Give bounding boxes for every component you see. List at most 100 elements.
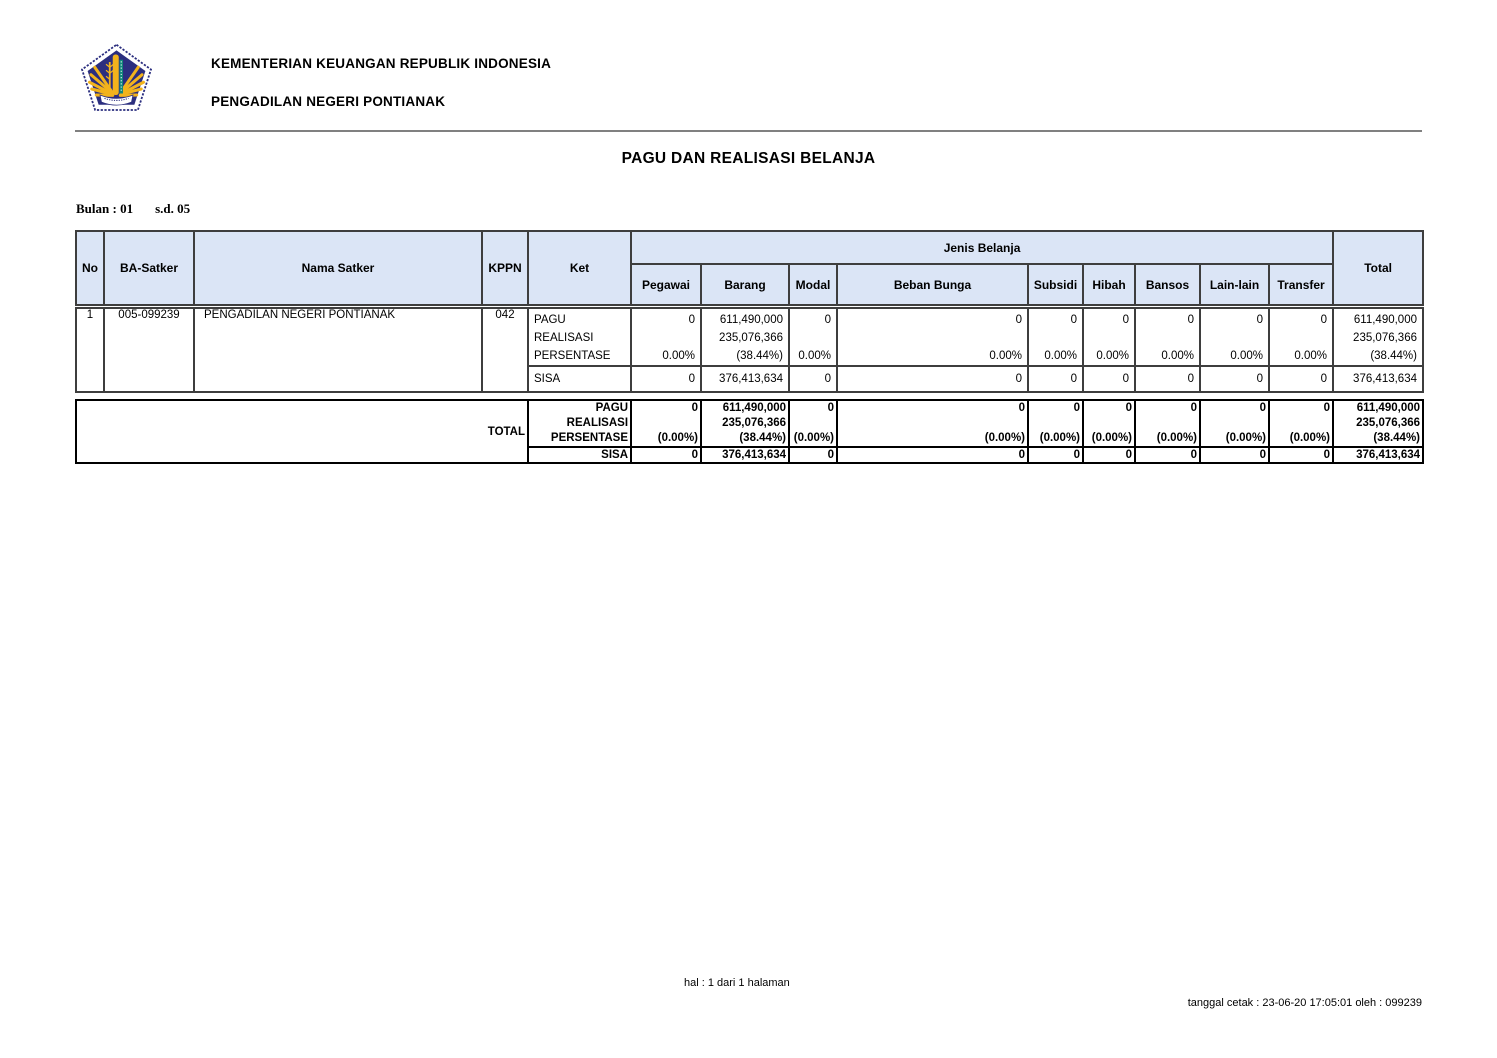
report-table-area: No BA-Satker Nama Satker KPPN Ket Jenis … (74, 230, 1425, 464)
cell-bansos: 0 0.00% (1134, 307, 1201, 367)
pagu-value: 0 (824, 314, 831, 326)
col-header-total: Total (1332, 230, 1425, 306)
persentase-value: (0.00%) (657, 432, 699, 444)
cell-pegawai: 0 0.00% (630, 307, 702, 367)
period-sd: s.d. 05 (155, 201, 191, 216)
ministry-name: KEMENTERIAN KEUANGAN REPUBLIK INDONESIA (211, 56, 552, 71)
realisasi-value: 235,076,366 (722, 417, 787, 429)
realisasi-value (1030, 416, 1081, 431)
ket-realisasi-label: REALISASI (534, 332, 594, 344)
total-cell-modal: 0 (0.00%) (788, 399, 839, 448)
table-body: 1 005-099239 PENGADILAN NEGERI PONTIANAK… (75, 307, 1424, 393)
realisasi-value (1085, 416, 1133, 431)
total-cell-subsidi: 0 (0.00%) (1027, 399, 1085, 448)
realisasi-value: 235,076,366 (1353, 332, 1417, 344)
pagu-value: 0 (1187, 314, 1194, 326)
persentase-value: 0.00% (1294, 350, 1327, 362)
sisa-modal: 0 (788, 365, 838, 393)
sisa-total: 376,413,634 (1332, 365, 1424, 393)
pagu-value: 0 (1190, 402, 1198, 414)
persentase-value: 0.00% (1044, 350, 1077, 362)
total-cell-barang: 611,490,000 235,076,366 (38.44%) (700, 399, 791, 448)
pagu-value: 0 (1122, 314, 1129, 326)
total-ket-labels: PAGU REALISASI PERSENTASE (527, 399, 633, 448)
ket-pagu-label: PAGU (534, 314, 566, 326)
persentase-value: (38.44%) (1370, 350, 1417, 362)
total-main-row: TOTAL PAGU REALISASI PERSENTASE 0 (0.00%… (74, 399, 1425, 464)
pagu-value: 611,490,000 (1353, 314, 1417, 326)
sisa-bansos: 0 (1134, 365, 1201, 393)
realisasi-value (633, 329, 699, 347)
table-total: TOTAL PAGU REALISASI PERSENTASE 0 (0.00%… (74, 399, 1425, 464)
col-header-nama-satker: Nama Satker (193, 230, 483, 306)
realisasi-value (791, 329, 835, 347)
ket-pagu-label: PAGU (595, 402, 629, 414)
cell-beban-bunga: 0 0.00% (836, 307, 1029, 367)
cell-transfer: 0 0.00% (1268, 307, 1334, 367)
pagu-value: 0 (1320, 314, 1327, 326)
report-title: PAGU DAN REALISASI BELANJA (621, 150, 876, 167)
total-sisa-lain-lain: 0 (1199, 446, 1271, 464)
total-label: TOTAL (74, 399, 530, 464)
pagu-value: 0 (1018, 402, 1026, 414)
persentase-value: 0.00% (798, 350, 831, 362)
sisa-hibah: 0 (1082, 365, 1136, 393)
row-kppn: 042 (481, 307, 529, 393)
total-cell-hibah: 0 (0.00%) (1082, 399, 1137, 448)
realisasi-value (1030, 329, 1081, 347)
total-sisa-pegawai: 0 (630, 446, 703, 464)
col-group-jenis-belanja: Jenis Belanja (629, 230, 1335, 265)
col-header-ba-satker: BA-Satker (103, 230, 195, 306)
sisa-label: SISA (527, 446, 633, 464)
pagu-value: 0 (1015, 314, 1022, 326)
row-ket-labels: PAGU REALISASI PERSENTASE (527, 307, 632, 367)
row-no: 1 (75, 307, 105, 393)
total-sisa-hibah: 0 (1082, 446, 1137, 464)
pagu-value: 0 (1070, 314, 1077, 326)
sisa-lain-lain: 0 (1199, 365, 1270, 393)
persentase-value: 0.00% (1096, 350, 1129, 362)
persentase-value: (38.44%) (736, 350, 783, 362)
pagu-value: 611,490,000 (1356, 402, 1421, 414)
sisa-barang: 376,413,634 (700, 365, 790, 393)
realisasi-value: 235,076,366 (1356, 417, 1421, 429)
pagu-value: 0 (1256, 314, 1263, 326)
total-sisa-beban-bunga: 0 (836, 446, 1030, 464)
realisasi-value (839, 329, 1026, 347)
period-bulan: Bulan : 01 (76, 201, 134, 216)
sisa-beban-bunga: 0 (836, 365, 1029, 393)
realisasi-value: 235,076,366 (719, 332, 783, 344)
cell-subsidi: 0 0.00% (1027, 307, 1084, 367)
cell-total: 611,490,000 235,076,366 (38.44%) (1332, 307, 1424, 367)
total-sisa-total: 376,413,634 (1332, 446, 1425, 464)
persentase-value: (0.00%) (1156, 432, 1198, 444)
realisasi-value (1137, 329, 1198, 347)
realisasi-value (1271, 329, 1331, 347)
sisa-subsidi: 0 (1027, 365, 1084, 393)
cell-hibah: 0 0.00% (1082, 307, 1136, 367)
cell-modal: 0 0.00% (788, 307, 838, 367)
persentase-value: (38.44%) (1373, 432, 1421, 444)
letterhead-divider (75, 130, 1422, 132)
persentase-value: (0.00%) (1039, 432, 1081, 444)
persentase-value: (0.00%) (984, 432, 1026, 444)
col-header-no: No (75, 230, 105, 306)
col-header-transfer: Transfer (1267, 263, 1335, 306)
kemenkeu-logo-icon (80, 43, 153, 111)
total-sisa-row: SISA 0 376,413,634 0 0 0 0 0 0 0 376,413… (76, 446, 1425, 464)
col-header-hibah: Hibah (1082, 263, 1136, 306)
persentase-value: (0.00%) (1091, 432, 1133, 444)
persentase-value: 0.00% (989, 350, 1022, 362)
sisa-transfer: 0 (1268, 365, 1334, 393)
persentase-value: (0.00%) (793, 432, 835, 444)
page-count-info: hal : 1 dari 1 halaman (684, 977, 790, 989)
cell-lain-lain: 0 0.00% (1199, 307, 1270, 367)
realisasi-value (1202, 416, 1267, 431)
persentase-value: 0.00% (1161, 350, 1194, 362)
cell-barang: 611,490,000 235,076,366 (38.44%) (700, 307, 790, 367)
pagu-value: 0 (1259, 402, 1267, 414)
realisasi-value (1137, 416, 1198, 431)
col-header-beban-bunga: Beban Bunga (836, 263, 1029, 306)
col-header-pegawai: Pegawai (630, 263, 702, 306)
print-timestamp-info: tanggal cetak : 23-06-20 17:05:01 oleh :… (1187, 997, 1422, 1009)
